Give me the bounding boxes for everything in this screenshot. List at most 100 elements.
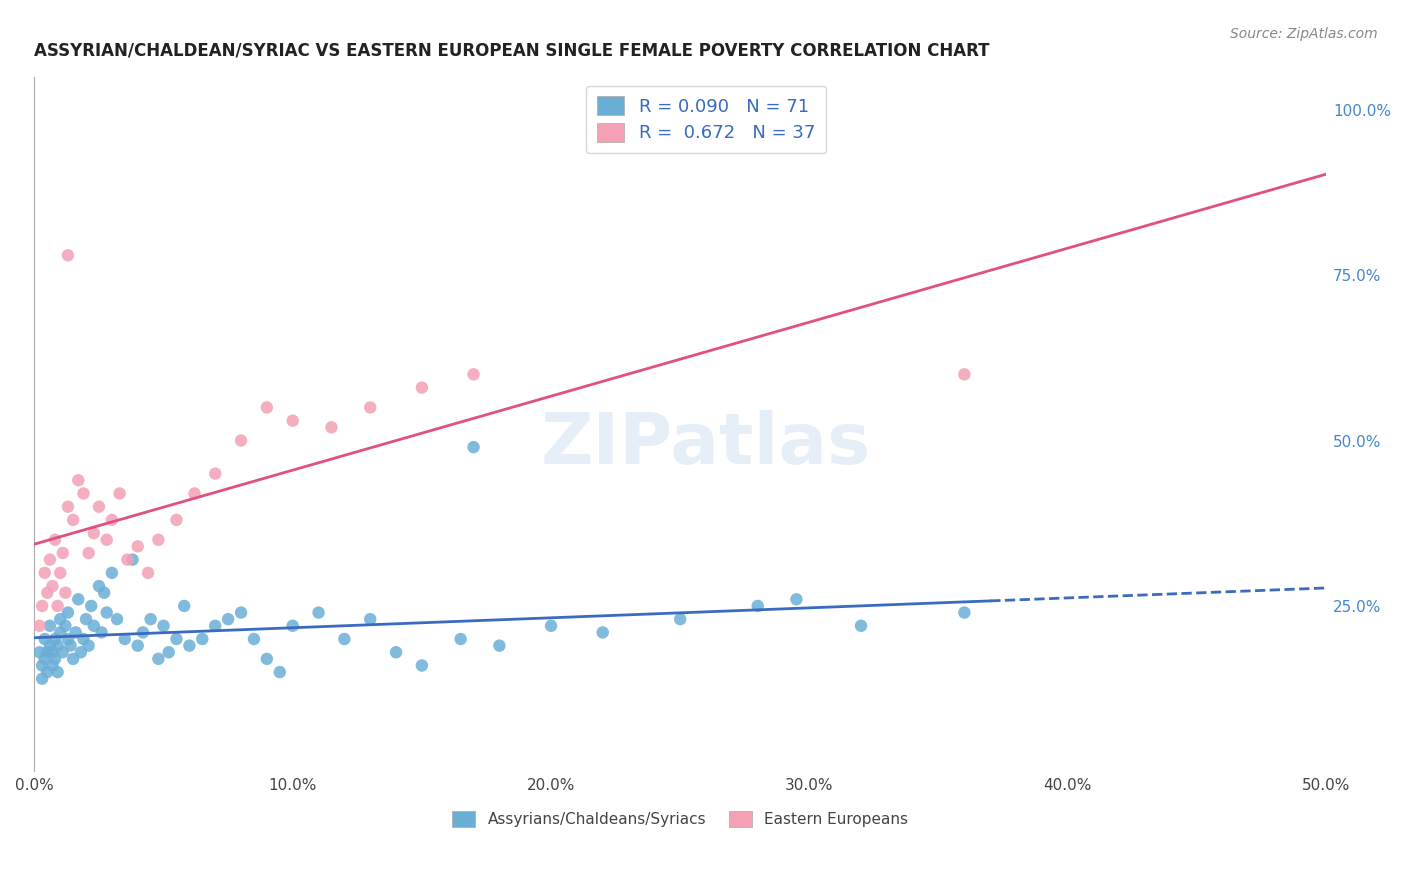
Point <box>62 513 84 527</box>
Point <box>59 639 82 653</box>
Point <box>56 248 79 262</box>
Point <box>52 645 75 659</box>
Point <box>31 658 53 673</box>
Point <box>127 540 149 554</box>
Point <box>359 612 381 626</box>
Point <box>183 486 205 500</box>
Point <box>77 546 100 560</box>
Point <box>179 639 201 653</box>
Point <box>308 606 330 620</box>
Point <box>37 665 59 679</box>
Point <box>450 632 472 646</box>
Point <box>281 414 304 428</box>
Point <box>127 639 149 653</box>
Point <box>101 513 124 527</box>
Point <box>72 486 94 500</box>
Point <box>166 513 188 527</box>
Point <box>540 619 562 633</box>
Point <box>56 500 79 514</box>
Point <box>411 381 433 395</box>
Point <box>114 632 136 646</box>
Point <box>256 652 278 666</box>
Text: ZIPatlas: ZIPatlas <box>541 410 872 479</box>
Point <box>41 645 63 659</box>
Point <box>49 625 72 640</box>
Point <box>269 665 291 679</box>
Point <box>411 658 433 673</box>
Point <box>747 599 769 613</box>
Point <box>463 440 485 454</box>
Point <box>256 401 278 415</box>
Point <box>488 639 510 653</box>
Point <box>333 632 356 646</box>
Point <box>93 585 115 599</box>
Point <box>34 566 56 580</box>
Point <box>385 645 408 659</box>
Point <box>75 612 97 626</box>
Point <box>117 552 139 566</box>
Point <box>37 585 59 599</box>
Point <box>37 645 59 659</box>
Point <box>80 599 103 613</box>
Point <box>46 599 69 613</box>
Point <box>28 645 51 659</box>
Point <box>229 606 252 620</box>
Point <box>96 533 118 547</box>
Point <box>136 566 159 580</box>
Point <box>65 625 87 640</box>
Point <box>281 619 304 633</box>
Point <box>49 612 72 626</box>
Point <box>53 619 76 633</box>
Point <box>38 619 60 633</box>
Point <box>90 625 112 640</box>
Point <box>41 579 63 593</box>
Point <box>67 473 90 487</box>
Point <box>77 639 100 653</box>
Point <box>44 632 66 646</box>
Point <box>785 592 807 607</box>
Point <box>592 625 614 640</box>
Point <box>229 434 252 448</box>
Point <box>83 526 105 541</box>
Point <box>49 566 72 580</box>
Point <box>96 606 118 620</box>
Point <box>44 652 66 666</box>
Point <box>53 585 76 599</box>
Point <box>44 533 66 547</box>
Point <box>46 639 69 653</box>
Point <box>953 368 976 382</box>
Point <box>139 612 162 626</box>
Point <box>243 632 266 646</box>
Point <box>204 467 226 481</box>
Point <box>132 625 155 640</box>
Point <box>52 546 75 560</box>
Point <box>87 579 110 593</box>
Point <box>41 658 63 673</box>
Point <box>56 606 79 620</box>
Point <box>38 552 60 566</box>
Point <box>108 486 131 500</box>
Point <box>669 612 692 626</box>
Point <box>56 632 79 646</box>
Point <box>46 665 69 679</box>
Point <box>463 368 485 382</box>
Point <box>31 599 53 613</box>
Point <box>166 632 188 646</box>
Point <box>70 645 93 659</box>
Point <box>204 619 226 633</box>
Point <box>953 606 976 620</box>
Point <box>67 592 90 607</box>
Point <box>148 652 170 666</box>
Point <box>148 533 170 547</box>
Point <box>34 632 56 646</box>
Point <box>101 566 124 580</box>
Point <box>28 619 51 633</box>
Point <box>191 632 214 646</box>
Point <box>62 652 84 666</box>
Point <box>87 500 110 514</box>
Text: ASSYRIAN/CHALDEAN/SYRIAC VS EASTERN EUROPEAN SINGLE FEMALE POVERTY CORRELATION C: ASSYRIAN/CHALDEAN/SYRIAC VS EASTERN EURO… <box>34 42 990 60</box>
Legend: Assyrians/Chaldeans/Syriacs, Eastern Europeans: Assyrians/Chaldeans/Syriacs, Eastern Eur… <box>446 805 914 833</box>
Point <box>359 401 381 415</box>
Point <box>31 672 53 686</box>
Point <box>152 619 174 633</box>
